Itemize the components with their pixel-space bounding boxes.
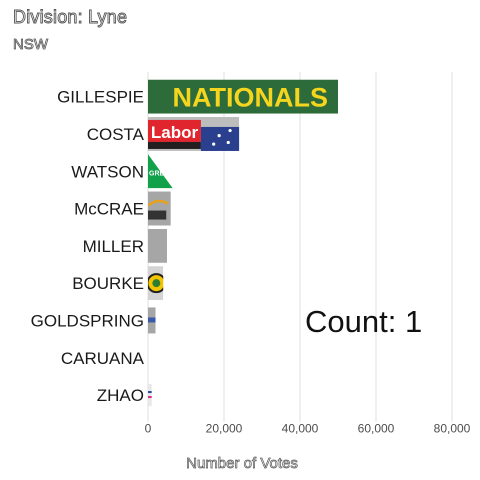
category-label: ZHAO xyxy=(97,386,144,405)
bar xyxy=(148,384,152,407)
category-label: MILLER xyxy=(83,237,144,256)
category-label: McCRAE xyxy=(74,200,144,219)
x-tick-label: 60,000 xyxy=(358,422,395,436)
chart-title: Division: Lyne xyxy=(13,7,128,28)
chart-subtitle: NSW xyxy=(13,36,49,54)
bar: Labor xyxy=(148,116,240,151)
bar-party-label: GREENS xyxy=(149,170,179,177)
bar xyxy=(148,307,156,334)
x-tick-label: 40,000 xyxy=(282,422,319,436)
category-label: BOURKE xyxy=(72,274,144,293)
category-label: COSTA xyxy=(87,125,145,144)
bar xyxy=(148,266,164,301)
count-annotation: Count: 1 xyxy=(305,304,422,339)
category-label: WATSON xyxy=(71,162,144,181)
bar-party-label: Labor xyxy=(151,123,199,142)
x-tick-label: 0 xyxy=(145,422,152,436)
bar: GREENS xyxy=(148,154,179,189)
x-tick-label: 20,000 xyxy=(206,422,243,436)
bar-party-label: NATIONALS xyxy=(173,83,329,113)
bar xyxy=(148,228,167,263)
category-label: GILLESPIE xyxy=(57,88,144,107)
category-label: CARUANA xyxy=(61,349,145,368)
x-tick-label: 80,000 xyxy=(434,422,471,436)
bar: NATIONALS xyxy=(148,79,338,114)
category-label: GOLDSPRING xyxy=(31,311,144,330)
bar xyxy=(148,191,171,226)
x-axis-label: Number of Votes xyxy=(186,455,298,472)
